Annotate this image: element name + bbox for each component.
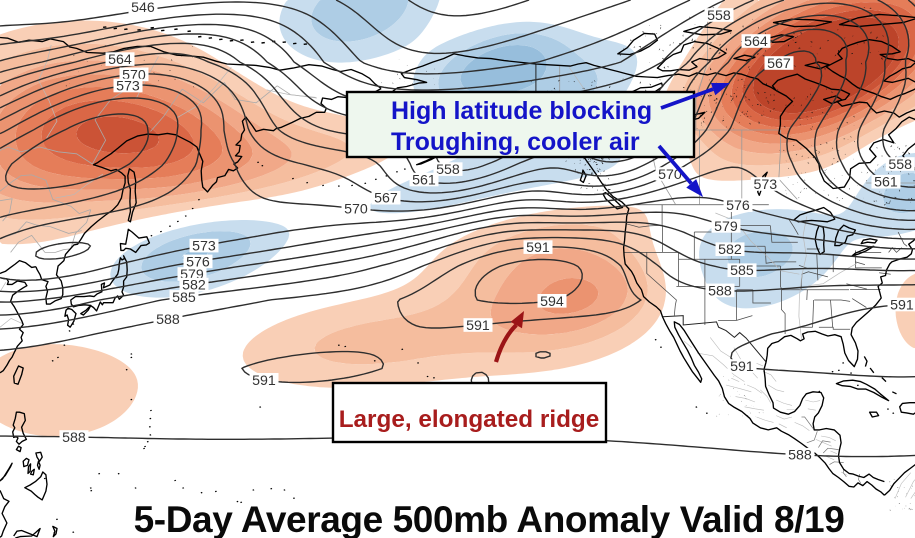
- svg-text:591: 591: [252, 373, 276, 389]
- svg-text:561: 561: [874, 175, 898, 191]
- svg-text:588: 588: [788, 448, 812, 464]
- svg-text:546: 546: [131, 0, 155, 16]
- svg-text:564: 564: [744, 34, 768, 50]
- svg-text:567: 567: [767, 56, 791, 72]
- svg-text:5-Day Average 500mb Anomaly Va: 5-Day Average 500mb Anomaly Valid 8/19: [134, 499, 845, 538]
- svg-text:588: 588: [156, 312, 180, 328]
- svg-text:591: 591: [730, 359, 754, 375]
- svg-text:567: 567: [374, 191, 398, 207]
- svg-text:576: 576: [186, 254, 210, 270]
- svg-text:561: 561: [412, 173, 436, 189]
- svg-text:564: 564: [108, 52, 132, 68]
- svg-text:573: 573: [192, 239, 216, 255]
- svg-text:591: 591: [526, 240, 550, 256]
- svg-text:573: 573: [116, 79, 140, 95]
- svg-text:579: 579: [714, 219, 738, 235]
- svg-text:570: 570: [344, 202, 368, 218]
- svg-text:Large, elongated ridge: Large, elongated ridge: [339, 406, 600, 433]
- svg-text:Troughing, cooler air: Troughing, cooler air: [391, 128, 640, 156]
- svg-text:588: 588: [62, 430, 86, 446]
- svg-text:591: 591: [466, 318, 490, 334]
- svg-text:594: 594: [540, 294, 564, 310]
- svg-text:582: 582: [182, 278, 206, 294]
- svg-text:591: 591: [890, 298, 914, 314]
- svg-text:582: 582: [718, 242, 742, 258]
- svg-text:558: 558: [436, 162, 460, 178]
- svg-text:576: 576: [726, 198, 750, 214]
- svg-text:558: 558: [707, 8, 731, 24]
- svg-text:High latitude blocking: High latitude blocking: [391, 97, 652, 125]
- svg-text:585: 585: [172, 290, 196, 306]
- svg-text:558: 558: [888, 157, 912, 173]
- svg-text:573: 573: [753, 177, 777, 193]
- svg-text:588: 588: [708, 283, 732, 299]
- svg-text:570: 570: [658, 167, 682, 183]
- svg-text:585: 585: [730, 263, 754, 279]
